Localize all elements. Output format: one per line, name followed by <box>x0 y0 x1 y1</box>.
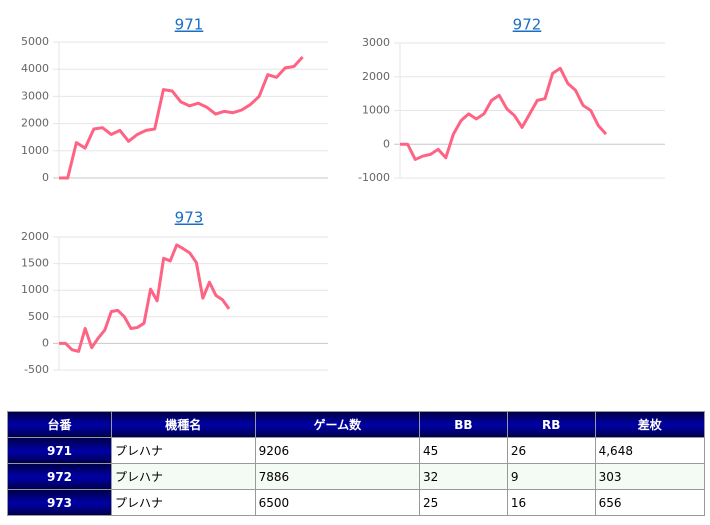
y-tick-label: -500 <box>24 363 49 376</box>
charts: 971010002000300040005000972-100001000200… <box>21 16 665 376</box>
data-line <box>400 66 608 161</box>
column-header: 機種名 <box>111 411 256 438</box>
cell: 45 <box>419 437 508 464</box>
cell: 7886 <box>254 463 421 490</box>
y-tick-label: 3000 <box>21 89 49 102</box>
chart-title[interactable]: 972 <box>513 16 542 34</box>
y-tick-label: 0 <box>383 137 390 150</box>
cell: 4,648 <box>594 437 706 464</box>
y-tick-label: 1000 <box>21 144 49 157</box>
y-tick-label: 2000 <box>21 117 49 130</box>
y-tick-label: 1500 <box>21 257 49 270</box>
data-line <box>59 55 304 180</box>
cell: プレハナ <box>111 489 256 516</box>
row-id: 971 <box>7 437 112 464</box>
cell: プレハナ <box>111 463 256 490</box>
cell: 9206 <box>254 437 421 464</box>
column-header: 差枚 <box>594 411 706 438</box>
y-tick-label: 0 <box>42 336 49 349</box>
y-tick-label: 500 <box>28 310 49 323</box>
table-row: 973 プレハナ 6500 25 16 656 <box>7 489 706 516</box>
data-table: 台番 機種名 ゲーム数 BB RB 差枚 971 プレハナ 9206 45 26 4,648 972 プ… <box>7 411 706 516</box>
chart-title[interactable]: 971 <box>175 16 204 34</box>
cell: 26 <box>506 437 596 464</box>
y-tick-label: -1000 <box>358 171 390 184</box>
y-tick-label: 4000 <box>21 62 49 75</box>
table-row: 972 プレハナ 7886 32 9 303 <box>7 463 706 490</box>
cell: 16 <box>506 489 596 516</box>
cell: 656 <box>594 489 706 516</box>
data-line <box>59 243 231 353</box>
column-header: ゲーム数 <box>254 411 421 438</box>
column-header: RB <box>506 411 596 438</box>
cell: 6500 <box>254 489 421 516</box>
y-tick-label: 2000 <box>21 230 49 243</box>
y-tick-label: 2000 <box>362 70 390 83</box>
table-row: 971 プレハナ 9206 45 26 4,648 <box>7 437 706 464</box>
y-tick-label: 1000 <box>21 283 49 296</box>
cell: 25 <box>419 489 508 516</box>
row-id: 972 <box>7 463 112 490</box>
y-tick-label: 5000 <box>21 35 49 48</box>
column-header: 台番 <box>7 411 112 438</box>
cell: 9 <box>506 463 596 490</box>
y-tick-label: 3000 <box>362 36 390 49</box>
cell: プレハナ <box>111 437 256 464</box>
column-header: BB <box>419 411 508 438</box>
header-row: 台番 機種名 ゲーム数 BB RB 差枚 <box>7 411 706 438</box>
chart-title[interactable]: 973 <box>175 209 204 227</box>
table-body: 971 プレハナ 9206 45 26 4,648 972 プレハナ 7886 32 9 303 973… <box>7 437 706 516</box>
row-id: 973 <box>7 489 112 516</box>
y-tick-label: 0 <box>42 171 49 184</box>
y-tick-label: 1000 <box>362 104 390 117</box>
cell: 303 <box>594 463 706 490</box>
cell: 32 <box>419 463 508 490</box>
